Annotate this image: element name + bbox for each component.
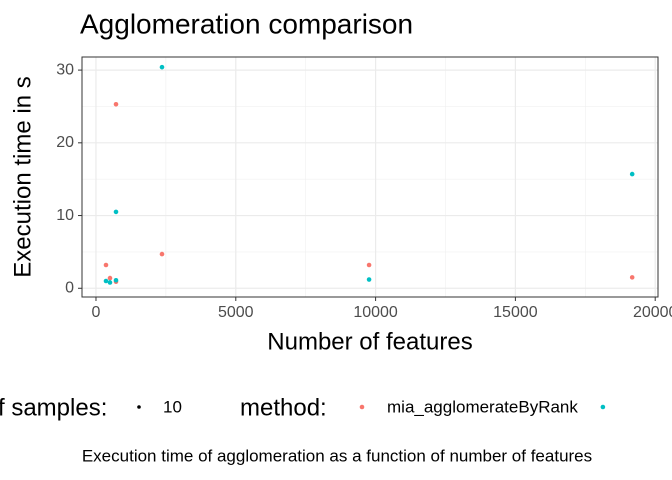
point	[113, 209, 119, 215]
x-tick-label: 5000	[218, 304, 254, 321]
x-tick-label: 0	[92, 304, 101, 321]
x-axis-label: Number of features	[267, 328, 472, 355]
legend-label: mia_agglomerateByRank	[387, 397, 578, 416]
legend-key	[600, 404, 606, 410]
point	[113, 101, 119, 107]
y-tick-label: 30	[56, 61, 74, 78]
chart-title: Agglomeration comparison	[80, 8, 413, 39]
y-tick-label: 10	[56, 207, 74, 224]
size-legend-value: 10	[163, 397, 182, 416]
x-tick-label: 10000	[353, 304, 398, 321]
legend-key	[137, 405, 141, 409]
y-axis-label: Execution time in s	[9, 76, 36, 277]
point	[159, 64, 165, 70]
point	[103, 262, 109, 268]
color-legend-title: method:	[240, 394, 327, 421]
point	[113, 277, 119, 283]
y-tick-label: 0	[65, 279, 74, 296]
point	[366, 262, 372, 268]
point	[159, 251, 165, 257]
caption: Execution time of agglomeration as a fun…	[82, 446, 592, 465]
point	[107, 275, 113, 281]
point	[103, 278, 109, 284]
point	[629, 171, 635, 177]
point	[366, 277, 372, 282]
size-legend-title: f samples:	[0, 394, 107, 421]
point	[629, 275, 635, 280]
y-tick-label: 20	[56, 134, 74, 151]
legend-key	[359, 404, 365, 410]
plot-panel	[82, 57, 658, 297]
x-tick-label: 15000	[493, 304, 538, 321]
panel-border	[81, 56, 659, 298]
point	[107, 280, 113, 285]
